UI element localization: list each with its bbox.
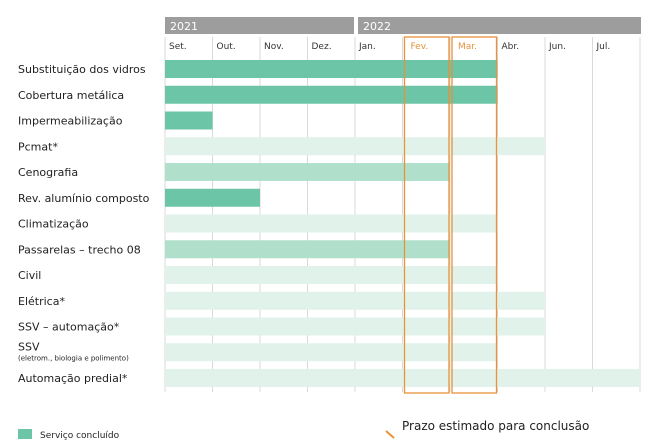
estimated-deadline-note: Prazo estimado para conclusão [402, 419, 589, 433]
task-bar-planned [165, 266, 498, 284]
task-bar-planned [165, 317, 545, 336]
task-label: Cobertura metálica [18, 89, 124, 102]
task-bar-planned [165, 137, 545, 156]
month-label: Jul. [596, 42, 611, 52]
legend-label-done: Serviço concluído [40, 431, 120, 440]
task-bar-done [165, 60, 498, 78]
month-label: Jan. [358, 42, 376, 52]
task-bar-in-progress [165, 163, 450, 181]
month-label: Mar. [458, 42, 477, 52]
task-bar-done [165, 111, 213, 130]
note-arrow-icon [385, 430, 395, 439]
task-label: Civil [18, 269, 41, 282]
month-label: Fev. [411, 42, 429, 52]
task-bar-planned [165, 369, 640, 387]
task-bar-planned [165, 291, 545, 310]
year-bar-2022 [358, 17, 641, 34]
task-bar-done [165, 85, 498, 104]
month-label: Out. [217, 42, 236, 52]
month-label: Dez. [312, 42, 332, 52]
task-label: SSV – automação* [18, 321, 120, 334]
month-label: Set. [169, 42, 187, 52]
year-label-2021: 2021 [170, 20, 198, 33]
task-label: Impermeabilização [18, 115, 123, 128]
task-bar-done [165, 188, 260, 207]
task-bar-in-progress [165, 240, 450, 259]
task-label: Passarelas – trecho 08 [18, 243, 141, 256]
month-label: Nov. [264, 42, 284, 52]
year-bar-2021 [165, 17, 354, 34]
task-label: Substituição dos vidros [18, 63, 146, 76]
task-label: Rev. alumínio composto [18, 192, 150, 205]
task-label: Pcmat* [18, 140, 58, 153]
year-label-2022: 2022 [363, 20, 391, 33]
legend-swatch-done [18, 429, 32, 439]
task-label: Climatização [18, 218, 89, 231]
highlight-box-fev [403, 36, 450, 394]
task-label: Cenografia [18, 166, 78, 179]
highlight-box-mar [451, 36, 498, 394]
task-bar-planned [165, 343, 498, 362]
month-label: Jun. [548, 42, 566, 52]
month-label: Abr. [502, 42, 520, 52]
task-bar-planned [165, 214, 498, 233]
task-label: SSV [18, 340, 40, 353]
task-label: Automação predial* [18, 372, 128, 385]
task-label: Elétrica* [18, 295, 65, 308]
task-sublabel: (eletrom., biologia e polimento) [18, 354, 129, 362]
